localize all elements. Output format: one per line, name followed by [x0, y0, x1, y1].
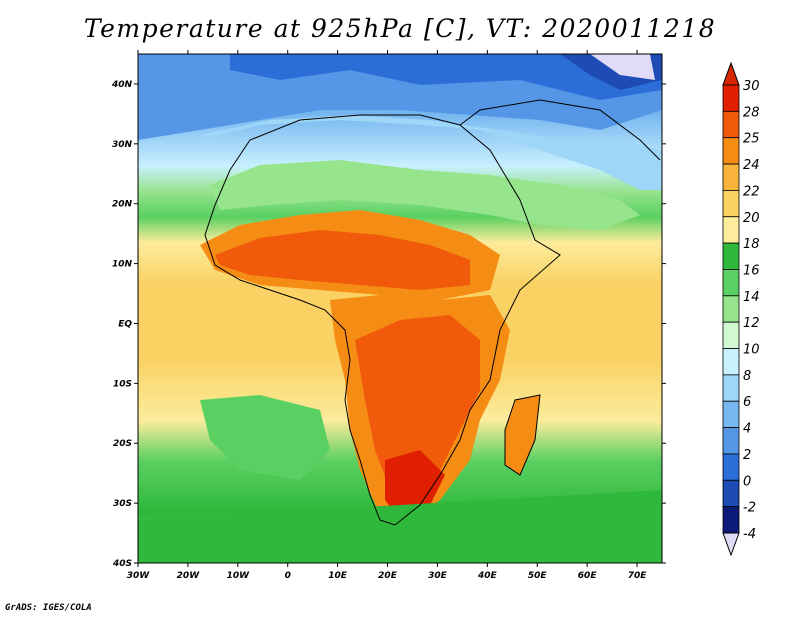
lon-tick-label: 20W [177, 571, 201, 581]
lat-tick-label: 10S [113, 379, 132, 389]
colorbar-segment [722, 269, 740, 297]
colorbar-label: 4 [743, 422, 751, 437]
colorbar-label: 22 [743, 184, 760, 199]
lon-tick-label: 0 [285, 571, 291, 581]
colorbar-bottom-triangle [722, 532, 740, 557]
lon-tick-label: 60E [578, 571, 598, 581]
colorbar-label: -4 [743, 527, 756, 542]
lat-tick-label: 30N [112, 140, 133, 150]
colorbar-label: 16 [743, 263, 760, 278]
colorbar-segment [722, 163, 740, 191]
colorbar-label: 30 [743, 79, 760, 94]
colorbar-segment [722, 506, 740, 534]
colorbar-segment [722, 427, 740, 455]
map-title: Temperature at 925hPa [C], VT: 202001121… [83, 14, 717, 43]
lon-tick-label: 30E [428, 571, 448, 581]
lat-tick-label: 10N [112, 260, 133, 270]
grads-credit: GrADS: IGES/COLA [5, 603, 92, 613]
colorbar-label: 20 [743, 211, 760, 226]
lon-tick-label: 30W [127, 571, 151, 581]
lon-tick-label: 10W [227, 571, 251, 581]
colorbar-label: 14 [743, 290, 760, 305]
lat-tick-label: 40N [111, 80, 133, 90]
colorbar-segment [722, 321, 740, 349]
colorbar-segment [722, 137, 740, 165]
colorbar-segment [722, 110, 740, 139]
colorbar-label: 12 [743, 316, 760, 331]
lat-tick-label: 40S [112, 559, 132, 569]
latitude-ticks: 40N 30N 20N 10N EQ 10S 20S 30S 40S [111, 80, 666, 569]
colorbar-label: 6 [743, 395, 751, 410]
colorbar-segment [722, 242, 740, 270]
colorbar-label: 2 [743, 448, 751, 463]
colorbar-label: 8 [743, 369, 751, 384]
coastlines [204, 99, 661, 526]
colorbar-label: 10 [743, 343, 760, 358]
lon-tick-label: 70E [628, 571, 648, 581]
colorbar-segment [722, 479, 740, 508]
colorbar-segment [722, 190, 740, 218]
lat-tick-label: EQ [118, 319, 132, 329]
colorbar-label: 18 [743, 237, 760, 252]
colorbar-segment [722, 374, 740, 402]
colorbar-label: 25 [743, 132, 760, 147]
colorbar-segment [722, 295, 740, 323]
colorbar-segment [722, 348, 740, 376]
lat-tick-label: 30S [113, 499, 132, 509]
lon-tick-label: 40E [477, 571, 498, 581]
lon-tick-label: 10E [328, 571, 348, 581]
lat-tick-label: 20N [112, 200, 133, 210]
colorbar-label: 28 [743, 105, 760, 120]
lat-tick-label: 20S [113, 439, 132, 449]
longitude-ticks: 30W 20W 10W 0 10E 20E 30E 40E 50E 60E 70E [127, 50, 647, 581]
colorbar-top-triangle [722, 61, 740, 86]
colorbar-label: -2 [743, 501, 756, 516]
map-field [138, 54, 662, 563]
colorbar-label: 0 [743, 474, 751, 489]
colorbar-label: 24 [743, 158, 760, 173]
colorbar-segment [722, 216, 740, 244]
colorbar-segment [722, 84, 740, 112]
colorbar-segment [722, 400, 740, 428]
lon-tick-label: 20E [378, 571, 398, 581]
lon-tick-label: 50E [528, 571, 548, 581]
colorbar-segment [722, 453, 740, 481]
map-frame [137, 53, 663, 564]
